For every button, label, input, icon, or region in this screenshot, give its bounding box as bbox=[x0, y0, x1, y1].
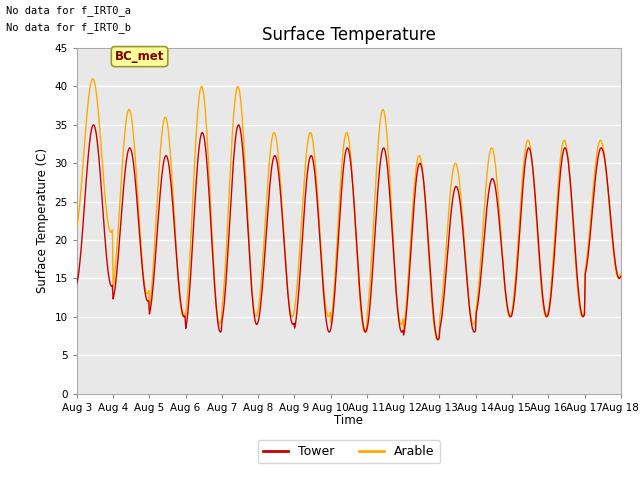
Text: No data for f_IRT0_b: No data for f_IRT0_b bbox=[6, 22, 131, 33]
Text: No data for f_IRT0_a: No data for f_IRT0_a bbox=[6, 5, 131, 16]
Title: Surface Temperature: Surface Temperature bbox=[262, 25, 436, 44]
Text: BC_met: BC_met bbox=[115, 50, 164, 63]
X-axis label: Time: Time bbox=[334, 414, 364, 427]
Legend: Tower, Arable: Tower, Arable bbox=[258, 440, 440, 463]
Y-axis label: Surface Temperature (C): Surface Temperature (C) bbox=[36, 148, 49, 293]
